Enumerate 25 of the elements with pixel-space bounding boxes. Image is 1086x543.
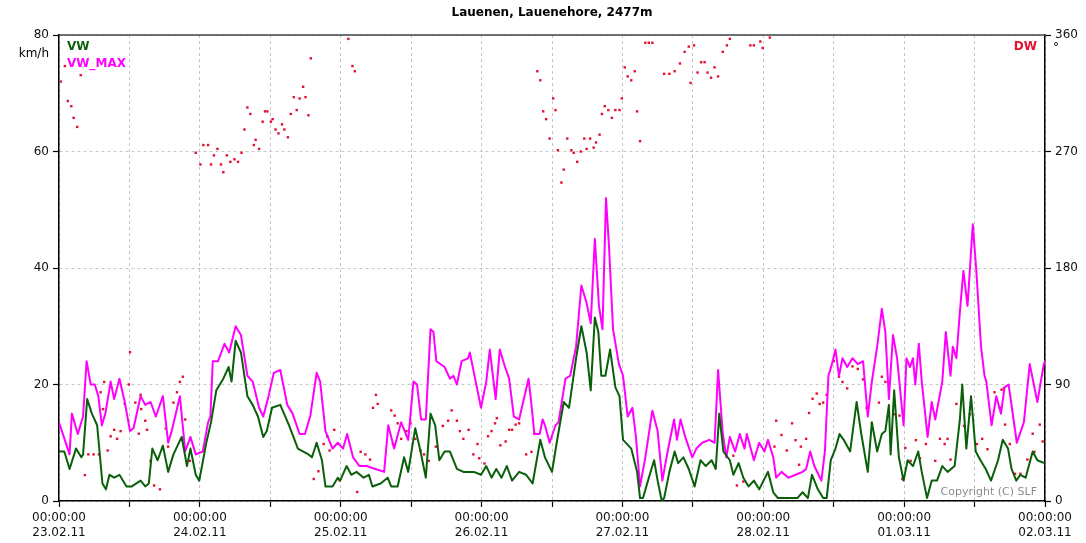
y-tick-label: 20 <box>33 376 49 391</box>
annotation: Copyright (C) SLF <box>940 485 1037 499</box>
y-tick-label: 0 <box>41 493 49 508</box>
x-tick-label: 00:00:00 27.02.11 <box>595 510 650 539</box>
y2-tick-label: 90 <box>1055 376 1071 391</box>
y-tick-label: 80 <box>33 27 49 42</box>
x-tick-label: 00:00:00 24.02.11 <box>172 510 227 539</box>
y-tick-label: 40 <box>33 260 49 275</box>
x-tick-label: 00:00:00 25.02.11 <box>313 510 368 539</box>
text: DW <box>1013 39 1037 54</box>
x-tick-label: 00:00:00 23.02.11 <box>32 510 86 539</box>
y2-tick-label: 0 <box>1055 493 1063 508</box>
chart-title: Lauenen, Lauenehore, 2477m <box>451 5 653 20</box>
x-tick-label: 00:00:00 26.02.11 <box>454 510 509 539</box>
y2-axis-title: ° <box>1053 40 1059 55</box>
x-tick-label: 00:00:00 01.03.11 <box>877 510 932 539</box>
y2-tick-label: 360 <box>1055 27 1078 42</box>
y-axis-title: km/h <box>18 46 49 61</box>
x-tick-label: 00:00:00 28.02.11 <box>736 510 791 539</box>
y-tick-label: 60 <box>33 143 49 158</box>
text: VW_MAX <box>67 56 127 72</box>
text: VW <box>67 39 90 54</box>
x-tick-label: 00:00:00 02.03.11 <box>1018 510 1072 539</box>
y2-tick-label: 180 <box>1055 260 1078 275</box>
y2-tick-label: 270 <box>1055 143 1078 158</box>
